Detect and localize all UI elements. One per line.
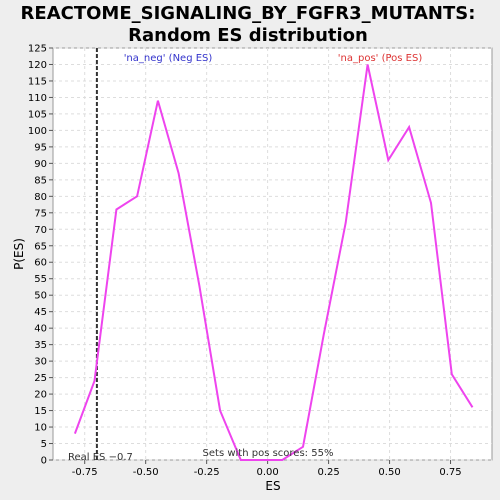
x-tick-label: 0.00: [256, 467, 278, 478]
y-axis-ticks: 0 5 10 15 20 25 30 35 40 45 50 55 60 65 70 75 80 85 90 95 10…: [28, 44, 53, 467]
plot-area: [52, 47, 493, 461]
y-tick-label: 50: [34, 291, 47, 302]
x-tick-label: 0.50: [378, 467, 400, 478]
grid: [53, 47, 492, 461]
y-tick-label: 5: [41, 439, 47, 450]
y-tick-label: 95: [34, 142, 47, 153]
y-tick-label: 90: [34, 159, 47, 170]
chart-subtitle: Random ES distribution: [128, 25, 368, 46]
y-axis-label: P(ES): [12, 238, 26, 270]
y-tick-label: 110: [28, 93, 47, 104]
x-axis-ticks: -0.75 -0.50 -0.25 0.00 0.25 0.50 0.75: [72, 460, 462, 478]
y-tick-label: 30: [34, 357, 47, 368]
chart-title: REACTOME_SIGNALING_BY_FGFR3_MUTANTS:: [21, 3, 476, 24]
neg-es-annotation: 'na_neg' (Neg ES): [124, 53, 213, 64]
pos-scores-annotation: Sets with pos scores: 55%: [203, 448, 334, 459]
y-tick-label: 60: [34, 258, 47, 269]
y-tick-label: 55: [34, 274, 47, 285]
y-tick-label: 40: [34, 324, 47, 335]
x-tick-label: -0.25: [194, 467, 220, 478]
y-tick-label: 125: [28, 44, 47, 55]
y-tick-label: 70: [34, 225, 47, 236]
y-tick-label: 10: [34, 423, 47, 434]
x-tick-label: -0.75: [72, 467, 98, 478]
y-tick-label: 35: [34, 340, 47, 351]
y-tick-label: 85: [34, 175, 47, 186]
y-tick-label: 120: [28, 60, 47, 71]
y-tick-label: 15: [34, 406, 47, 417]
y-tick-label: 20: [34, 390, 47, 401]
x-tick-label: 0.75: [439, 467, 461, 478]
x-tick-label: -0.50: [133, 467, 159, 478]
real-es-annotation: Real ES −0.7: [68, 452, 133, 463]
y-tick-label: 105: [28, 109, 47, 120]
y-tick-label: 0: [41, 456, 47, 467]
x-axis-label: ES: [265, 479, 280, 493]
y-tick-label: 25: [34, 373, 47, 384]
y-tick-label: 115: [28, 76, 47, 87]
y-tick-label: 45: [34, 307, 47, 318]
x-tick-label: 0.25: [317, 467, 339, 478]
pos-es-annotation: 'na_pos' (Pos ES): [338, 53, 423, 64]
y-tick-label: 75: [34, 208, 47, 219]
y-tick-label: 80: [34, 192, 47, 203]
y-tick-label: 65: [34, 241, 47, 252]
y-tick-label: 100: [28, 126, 47, 137]
series-line: [73, 64, 474, 461]
